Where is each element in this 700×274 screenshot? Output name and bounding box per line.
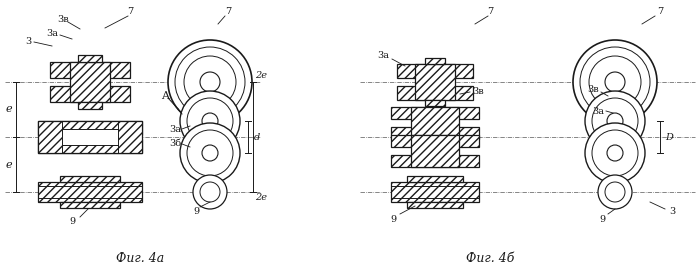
Bar (411, 107, 459, 139)
Circle shape (200, 182, 220, 202)
Circle shape (607, 113, 623, 129)
Text: 3в: 3в (473, 87, 484, 96)
Circle shape (193, 175, 227, 209)
Bar (391, 107, 479, 119)
Text: 9: 9 (193, 207, 199, 216)
Circle shape (592, 130, 638, 176)
Circle shape (175, 47, 245, 117)
Circle shape (592, 98, 638, 144)
Text: 3а: 3а (592, 107, 604, 116)
Text: 7: 7 (225, 7, 231, 16)
Circle shape (187, 130, 233, 176)
Text: 9: 9 (599, 215, 605, 224)
Text: 3а: 3а (169, 124, 181, 133)
Bar (38, 121, 142, 135)
Text: 3в: 3в (587, 84, 598, 93)
Circle shape (184, 56, 236, 108)
Circle shape (573, 40, 657, 124)
Circle shape (180, 91, 240, 151)
Bar (397, 64, 473, 78)
Bar (407, 176, 463, 182)
Circle shape (168, 40, 252, 124)
Bar (411, 135, 459, 167)
Bar (78, 102, 102, 109)
Text: 3: 3 (669, 207, 675, 216)
Text: 3а: 3а (46, 30, 58, 39)
Text: 9: 9 (69, 218, 75, 227)
Bar (391, 182, 479, 202)
Circle shape (605, 72, 625, 92)
Text: 3а: 3а (377, 52, 389, 61)
Circle shape (585, 123, 645, 183)
Bar (78, 55, 102, 62)
Text: Фиг. 4б: Фиг. 4б (466, 253, 514, 266)
Circle shape (585, 91, 645, 151)
Circle shape (605, 182, 625, 202)
Circle shape (202, 113, 218, 129)
Bar (62, 135, 118, 149)
Text: 7: 7 (657, 7, 663, 16)
Text: 2е: 2е (255, 72, 267, 81)
Text: 3: 3 (25, 36, 31, 45)
Bar (407, 202, 463, 208)
Circle shape (187, 98, 233, 144)
Text: 3в: 3в (57, 15, 69, 24)
Bar (397, 86, 473, 100)
Bar (425, 58, 445, 64)
Bar (391, 127, 479, 139)
Text: 7: 7 (127, 7, 133, 16)
Bar (38, 121, 142, 153)
Text: 2е: 2е (255, 193, 267, 202)
Text: 9: 9 (390, 215, 396, 224)
Circle shape (580, 47, 650, 117)
Bar (70, 125, 110, 149)
Bar (415, 64, 455, 100)
Circle shape (607, 145, 623, 161)
Bar (60, 202, 120, 208)
Bar (391, 135, 479, 147)
Text: Фиг. 4а: Фиг. 4а (116, 253, 164, 266)
Circle shape (598, 175, 632, 209)
Bar (70, 62, 110, 102)
Text: d: d (254, 133, 260, 141)
Bar (62, 129, 118, 145)
Bar (60, 176, 120, 182)
Text: A: A (161, 91, 169, 101)
Circle shape (589, 56, 641, 108)
Bar (50, 62, 130, 78)
Circle shape (202, 145, 218, 161)
Text: D: D (665, 133, 673, 141)
Text: e: e (6, 159, 13, 170)
Bar (38, 182, 142, 202)
Circle shape (200, 72, 220, 92)
Bar (425, 100, 445, 106)
Bar (391, 155, 479, 167)
Text: e: e (6, 104, 13, 115)
Text: 7: 7 (487, 7, 493, 16)
Bar (38, 139, 142, 153)
Circle shape (180, 123, 240, 183)
Bar (50, 86, 130, 102)
Text: 3б: 3б (169, 139, 181, 149)
